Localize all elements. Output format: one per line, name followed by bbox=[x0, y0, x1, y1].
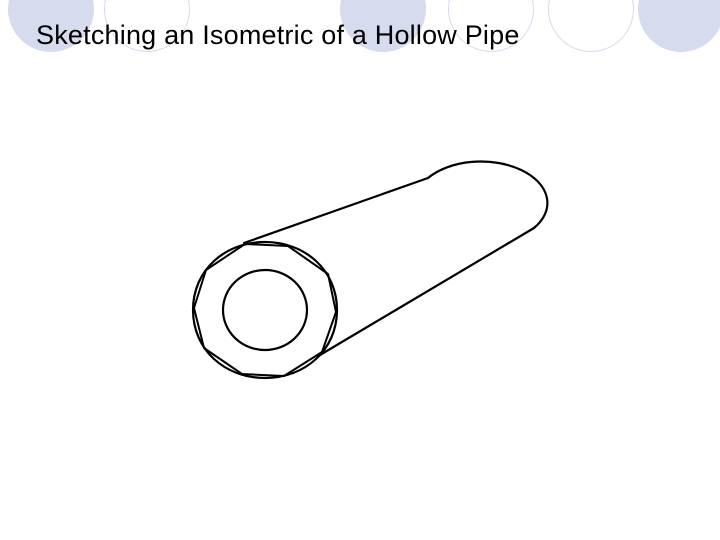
pipe-svg-icon bbox=[150, 150, 570, 430]
slide-title: Sketching an Isometric of a Hollow Pipe bbox=[36, 20, 520, 51]
decor-circle-icon bbox=[638, 0, 720, 52]
decor-circle-icon bbox=[548, 0, 634, 52]
slide: Sketching an Isometric of a Hollow Pipe bbox=[0, 0, 720, 540]
pipe-drawing bbox=[150, 150, 570, 430]
